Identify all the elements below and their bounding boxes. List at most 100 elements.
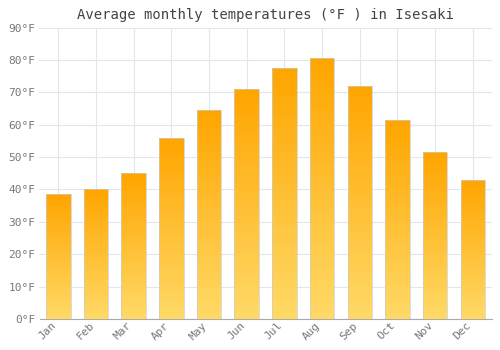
Bar — [46, 275, 70, 277]
Bar — [159, 233, 184, 235]
Bar — [84, 217, 108, 219]
Bar — [197, 295, 222, 298]
Bar — [197, 314, 222, 316]
Bar — [460, 289, 485, 291]
Bar — [348, 153, 372, 156]
Bar — [197, 225, 222, 228]
Bar — [234, 181, 259, 184]
Bar — [272, 194, 296, 197]
Bar — [348, 214, 372, 217]
Bar — [46, 210, 70, 211]
Bar — [84, 228, 108, 230]
Bar — [84, 308, 108, 309]
Bar — [122, 252, 146, 253]
Bar — [310, 241, 334, 244]
Bar — [197, 144, 222, 147]
Bar — [197, 222, 222, 225]
Bar — [84, 225, 108, 227]
Bar — [385, 249, 409, 252]
Bar — [159, 260, 184, 262]
Bar — [159, 240, 184, 242]
Bar — [122, 297, 146, 299]
Bar — [46, 257, 70, 258]
Bar — [310, 176, 334, 179]
Bar — [122, 210, 146, 211]
Bar — [460, 236, 485, 237]
Bar — [234, 310, 259, 313]
Bar — [122, 295, 146, 297]
Bar — [272, 149, 296, 153]
Bar — [84, 210, 108, 212]
Bar — [197, 128, 222, 131]
Bar — [197, 110, 222, 113]
Bar — [46, 308, 70, 309]
Bar — [460, 265, 485, 267]
Bar — [385, 259, 409, 262]
Bar — [234, 279, 259, 281]
Bar — [234, 313, 259, 316]
Bar — [460, 291, 485, 293]
Bar — [272, 87, 296, 90]
Bar — [46, 208, 70, 210]
Bar — [310, 101, 334, 104]
Bar — [460, 188, 485, 190]
Bar — [272, 197, 296, 200]
Bar — [272, 80, 296, 84]
Bar — [460, 261, 485, 263]
Bar — [46, 291, 70, 292]
Bar — [310, 143, 334, 146]
Bar — [46, 194, 70, 196]
Bar — [234, 296, 259, 299]
Bar — [197, 121, 222, 123]
Bar — [84, 317, 108, 319]
Bar — [460, 223, 485, 225]
Bar — [84, 261, 108, 262]
Bar — [197, 243, 222, 246]
Bar — [348, 243, 372, 246]
Bar — [310, 202, 334, 205]
Bar — [197, 126, 222, 128]
Bar — [46, 281, 70, 283]
Bar — [423, 202, 448, 204]
Bar — [84, 253, 108, 254]
Bar — [310, 208, 334, 211]
Bar — [460, 247, 485, 249]
Bar — [122, 201, 146, 202]
Bar — [423, 206, 448, 209]
Bar — [159, 251, 184, 253]
Bar — [159, 287, 184, 289]
Bar — [348, 299, 372, 301]
Bar — [159, 237, 184, 240]
Bar — [234, 144, 259, 147]
Bar — [272, 159, 296, 162]
Bar — [84, 257, 108, 259]
Bar — [272, 294, 296, 297]
Bar — [272, 250, 296, 253]
Bar — [122, 177, 146, 179]
Bar — [423, 257, 448, 259]
Bar — [423, 260, 448, 262]
Bar — [310, 75, 334, 78]
Bar — [348, 173, 372, 176]
Bar — [122, 220, 146, 222]
Bar — [234, 190, 259, 193]
Bar — [385, 262, 409, 264]
Bar — [310, 62, 334, 65]
Bar — [423, 169, 448, 171]
Bar — [423, 279, 448, 281]
Bar — [122, 199, 146, 201]
Bar — [310, 276, 334, 280]
Bar — [310, 107, 334, 111]
Bar — [310, 192, 334, 195]
Bar — [460, 218, 485, 220]
Bar — [122, 282, 146, 284]
Bar — [234, 290, 259, 293]
Bar — [234, 259, 259, 261]
Bar — [385, 264, 409, 267]
Bar — [84, 240, 108, 241]
Bar — [122, 308, 146, 310]
Bar — [310, 195, 334, 198]
Bar — [122, 277, 146, 279]
Bar — [159, 185, 184, 188]
Bar — [310, 303, 334, 306]
